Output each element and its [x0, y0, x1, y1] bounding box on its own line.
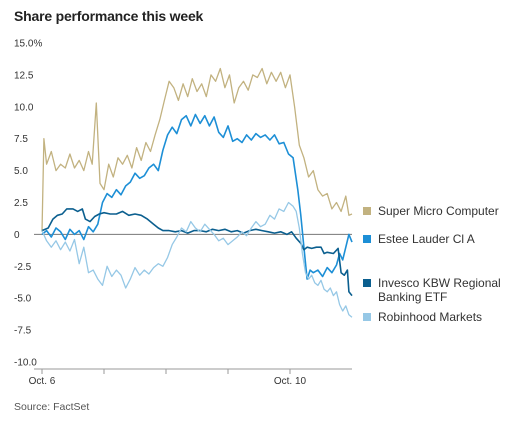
legend-label: Robinhood Markets	[378, 310, 482, 324]
x-tick-label: Oct. 6	[29, 376, 56, 387]
y-axis: 15.0% 12.5 10.0 7.5 5.0 2.5 0 -2.5 -5.0 -7.5 -10.0	[14, 39, 42, 369]
legend: Super Micro Computer Estee Lauder Cl A Inv…	[363, 204, 501, 324]
legend-label: Estee Lauder Cl A	[378, 232, 475, 246]
y-tick-label: 7.5	[14, 134, 28, 145]
y-tick-label: -10.0	[14, 358, 37, 369]
legend-label-line: Invesco KBW Regional	[378, 276, 501, 290]
y-tick-label: 0	[14, 230, 20, 241]
legend-swatch	[363, 207, 371, 215]
series-line-invesco-kbw-regional-banking-etf	[41, 208, 353, 297]
y-tick-label: 5.0	[14, 166, 28, 177]
y-tick-label: 10.0	[14, 102, 34, 113]
legend-swatch	[363, 235, 371, 243]
series-line-robinhood-markets	[41, 201, 353, 318]
legend-swatch	[363, 279, 371, 287]
series-line-estee-lauder-cl-a	[41, 113, 353, 280]
x-axis: Oct. 6 Oct. 10	[29, 368, 352, 387]
series-line-super-micro-computer	[41, 67, 353, 232]
y-tick-label: -5.0	[14, 294, 32, 305]
source-note: Source: FactSet	[14, 401, 90, 413]
y-tick-label: -2.5	[14, 262, 32, 273]
legend-label-line: Banking ETF	[378, 290, 447, 304]
y-tick-label: -7.5	[14, 326, 32, 337]
legend-swatch	[363, 313, 371, 321]
legend-label: Invesco KBW Regional Banking ETF	[378, 276, 501, 304]
series-layer	[41, 67, 353, 318]
y-tick-label: 12.5	[14, 70, 34, 81]
chart-title: Share performance this week	[14, 8, 204, 24]
legend-label: Super Micro Computer	[378, 204, 499, 218]
x-tick-label: Oct. 10	[274, 376, 307, 387]
y-tick-label: 2.5	[14, 198, 28, 209]
y-tick-label: 15.0%	[14, 39, 42, 50]
